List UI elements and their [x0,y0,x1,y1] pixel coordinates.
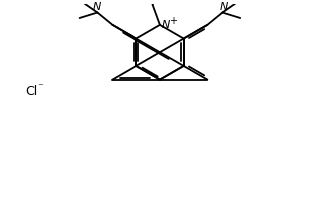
Text: +: + [169,16,177,26]
Text: N: N [219,2,227,12]
Text: Cl: Cl [25,85,37,98]
Text: N: N [92,2,100,12]
Text: ⁻: ⁻ [38,83,43,92]
Text: N: N [162,20,170,30]
